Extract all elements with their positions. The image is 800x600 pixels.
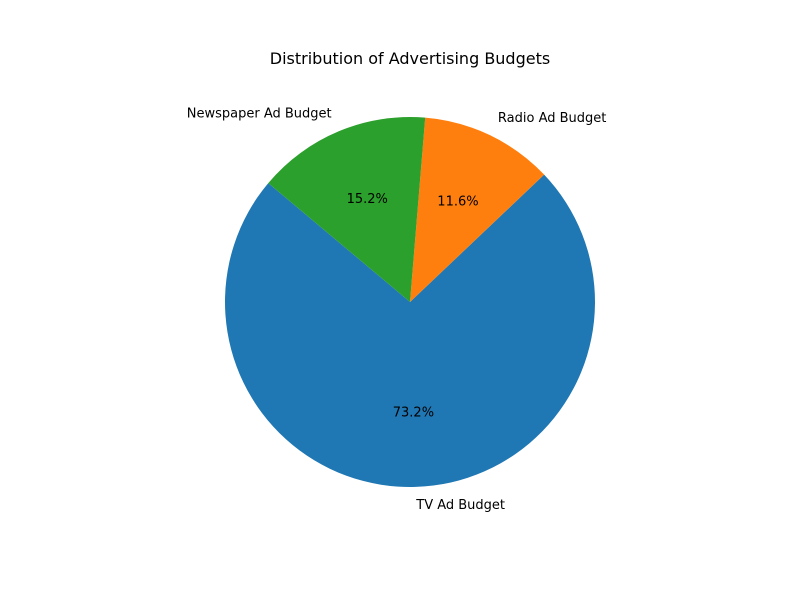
pie-slice-newspaper-ad-budget [268,117,426,302]
slice-label-radio-ad-budget: Radio Ad Budget [498,111,606,126]
pie-slice-tv-ad-budget [224,174,595,487]
slice-label-tv-ad-budget: TV Ad Budget [415,498,505,513]
pie-slices [224,117,595,487]
slice-label-newspaper-ad-budget: Newspaper Ad Budget [187,107,332,122]
pie-slice-radio-ad-budget [410,117,545,302]
chart-title: Distribution of Advertising Budgets [270,49,550,68]
pie-labels: TV Ad Budget 73.2% Radio Ad Budget 11.6% New… [187,107,607,513]
percent-label-tv-ad-budget: 73.2% [393,405,434,420]
percent-label-newspaper-ad-budget: 15.2% [347,192,388,207]
percent-label-radio-ad-budget: 11.6% [437,194,478,209]
